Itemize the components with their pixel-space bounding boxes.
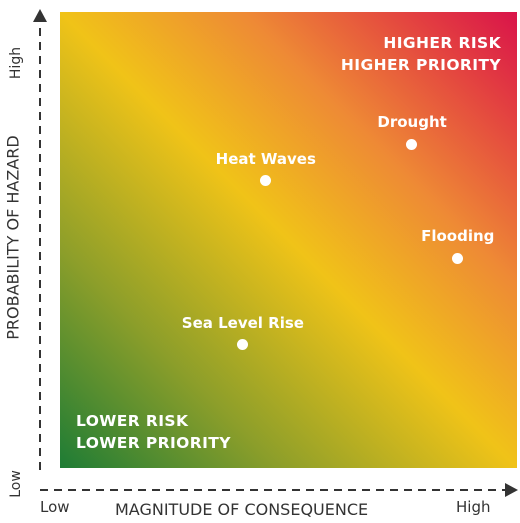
hazard-point-heat-waves: [260, 175, 272, 187]
y-axis-high-label: High: [8, 46, 24, 80]
x-axis-high-label: High: [456, 498, 491, 516]
hazard-point-sea-level-rise: [237, 339, 249, 351]
hazard-point-flooding: [452, 252, 464, 264]
y-axis-arrow: [33, 9, 47, 22]
higher-risk-line: HIGHER RISK: [383, 34, 501, 52]
y-axis-low-label: Low: [8, 470, 24, 498]
hazard-label-drought: Drought: [377, 113, 447, 132]
quadrant-label-higher-risk: HIGHER RISK HIGHER PRIORITY: [341, 32, 501, 76]
quadrant-label-lower-risk: LOWER RISK LOWER PRIORITY: [76, 410, 231, 454]
hazard-label-heat-waves: Heat Waves: [215, 149, 316, 168]
x-axis-low-label: Low: [40, 498, 70, 516]
risk-matrix: HIGHER RISK HIGHER PRIORITY LOWER RISK L…: [60, 12, 517, 468]
y-axis-title: PROBABILITY OF HAZARD: [3, 135, 23, 340]
hazard-point-drought: [406, 138, 418, 150]
hazard-label-sea-level-rise: Sea Level Rise: [181, 313, 304, 332]
x-axis-arrow: [505, 483, 518, 497]
x-axis-title: MAGNITUDE OF CONSEQUENCE: [115, 500, 369, 519]
lower-risk-line: LOWER RISK: [76, 412, 189, 430]
hazard-label-flooding: Flooding: [421, 227, 495, 246]
lower-priority-line: LOWER PRIORITY: [76, 434, 231, 452]
higher-priority-line: HIGHER PRIORITY: [340, 56, 501, 74]
